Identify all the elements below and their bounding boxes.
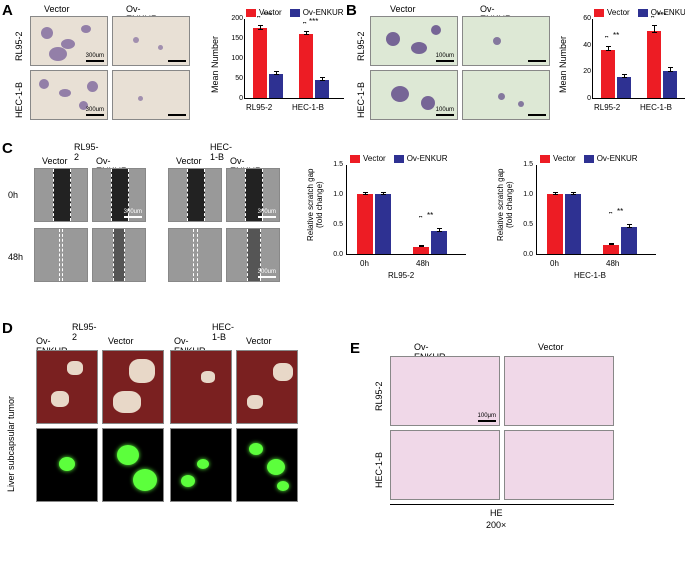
panel-a-label: A <box>2 2 13 19</box>
panel-b: B Vector Ov-ENKUR RL95-2 HEC-1-B 100um 1… <box>346 2 684 132</box>
panel-a-img-rl95-ov <box>112 16 190 66</box>
panel-e-he-rl95-ov: 100μm <box>390 356 500 426</box>
panel-d-liver-hec-vec <box>236 350 298 424</box>
panel-a-img-rl95-vector: 300um <box>30 16 108 66</box>
panel-a-img-hec1b-vector: 300um <box>30 70 108 120</box>
panel-d: D Liver subcapsular tumor RL95-2 HEC-1-B… <box>2 320 332 570</box>
panel-a-row-hec1b: HEC-1-B <box>14 76 24 124</box>
panel-b-img-rl95-vector: 100um <box>370 16 458 66</box>
panel-d-liver-hec-ov <box>170 350 232 424</box>
panel-e-he-rl95-vec <box>504 356 614 426</box>
panel-a-img-hec1b-ov <box>112 70 190 120</box>
panel-d-fluor-rl95-vec <box>102 428 164 502</box>
panel-e-he-hec-ov <box>390 430 500 500</box>
panel-e-he-hec-vec <box>504 430 614 500</box>
panel-d-fluor-hec-ov <box>170 428 232 502</box>
panel-b-chart: Vector Ov-ENKUR Mean Number 0 20 40 60 ⎴… <box>570 8 685 99</box>
panel-d-fluor-rl95-ov <box>36 428 98 502</box>
panel-a-ylabel: Mean Number <box>210 29 220 99</box>
panel-a-head-vector: Vector <box>44 4 70 14</box>
panel-b-img-rl95-ov <box>462 16 550 66</box>
panel-c: C RL95-2 HEC-1-B Vector Ov-ENKUR Vector … <box>2 140 682 310</box>
panel-a-chart: Vector Ov-ENKUR Mean Number 0 50 100 150… <box>222 8 344 99</box>
panel-c-chart-rl95: Vector Ov-ENKUR Relative scratch gap (fo… <box>322 154 466 255</box>
panel-a: A Vector Ov-ENKUR RL95-2 HEC-1-B 300um 3… <box>2 2 338 132</box>
panel-a-legend-ov: Ov-ENKUR <box>290 8 344 17</box>
panel-d-liver-rl95-vec <box>102 350 164 424</box>
panel-b-img-hec1b-vector: 100um <box>370 70 458 120</box>
panel-d-liver-rl95-ov <box>36 350 98 424</box>
panel-a-barchart: 0 50 100 150 200 ⎴ *** ⎴ *** <box>244 19 344 99</box>
panel-b-label: B <box>346 2 357 19</box>
panel-d-fluor-hec-vec <box>236 428 298 502</box>
panel-b-img-hec1b-ov <box>462 70 550 120</box>
panel-e: E Ov-ENKUR Vector RL95-2 HEC-1-B 100μm H… <box>350 340 680 570</box>
panel-c-chart-hec1b: Vector Ov-ENKUR Relative scratch gap (fo… <box>512 154 656 255</box>
panel-a-row-rl95: RL95-2 <box>14 22 24 70</box>
